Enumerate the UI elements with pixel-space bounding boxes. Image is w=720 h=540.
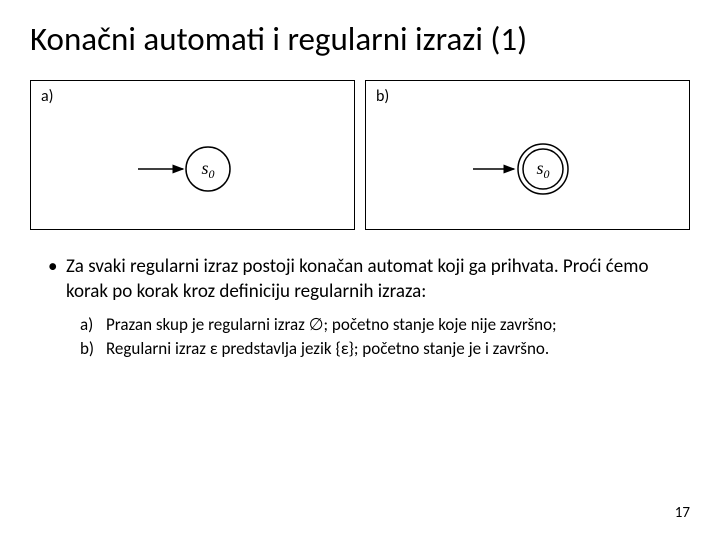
automaton-b: s0 [463,139,593,199]
sub-b-text: Regularni izraz ε predstavlja jezik {ε};… [106,337,549,361]
sub-a-text: Prazan skup je regularni izraz ∅; početn… [106,313,557,337]
page-title: Konačni automati i regularni izrazi (1) [30,20,690,60]
panel-b-label: b) [376,87,679,106]
bullet-dot-icon: • [48,254,66,305]
main-bullet-text: Za svaki regularni izraz postoji konačan… [66,254,690,305]
state-a-sub: 0 [208,167,214,181]
slide: Konačni automati i regularni izrazi (1) … [0,0,720,540]
sub-bullet-b: b) Regularni izraz ε predstavlja jezik {… [80,337,690,361]
panel-a-label: a) [41,87,344,106]
panel-b: b) s0 [365,80,690,230]
state-a-label: s [201,158,208,178]
bullet-block: • Za svaki regularni izraz postoji konač… [30,254,690,361]
panel-a: a) s0 [30,80,355,230]
sub-bullet-a: a) Prazan skup je regularni izraz ∅; poč… [80,313,690,337]
main-bullet: • Za svaki regularni izraz postoji konač… [30,254,690,305]
sub-bullet-list: a) Prazan skup je regularni izraz ∅; poč… [30,313,690,361]
sub-b-marker: b) [80,337,106,361]
state-b-sub: 0 [543,167,549,181]
sub-a-marker: a) [80,313,106,337]
diagram-row: a) s0 b) [30,80,690,230]
page-number: 17 [675,504,690,522]
automaton-a: s0 [128,139,258,199]
state-b-label: s [536,158,543,178]
